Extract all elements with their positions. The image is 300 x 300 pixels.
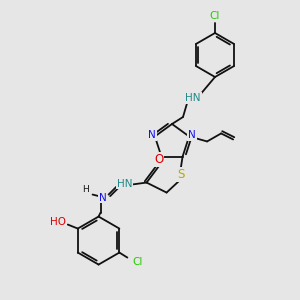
Text: N: N [154,153,162,163]
Text: H: H [82,185,89,194]
Text: HO: HO [50,217,66,226]
Text: N: N [99,193,106,202]
Text: HN: HN [185,93,201,103]
Text: S: S [177,168,184,181]
Text: Cl: Cl [210,11,220,21]
Text: O: O [154,153,163,166]
Text: N: N [148,130,156,140]
Text: Cl: Cl [132,256,142,267]
Text: HN: HN [117,178,132,189]
Text: N: N [188,130,196,140]
